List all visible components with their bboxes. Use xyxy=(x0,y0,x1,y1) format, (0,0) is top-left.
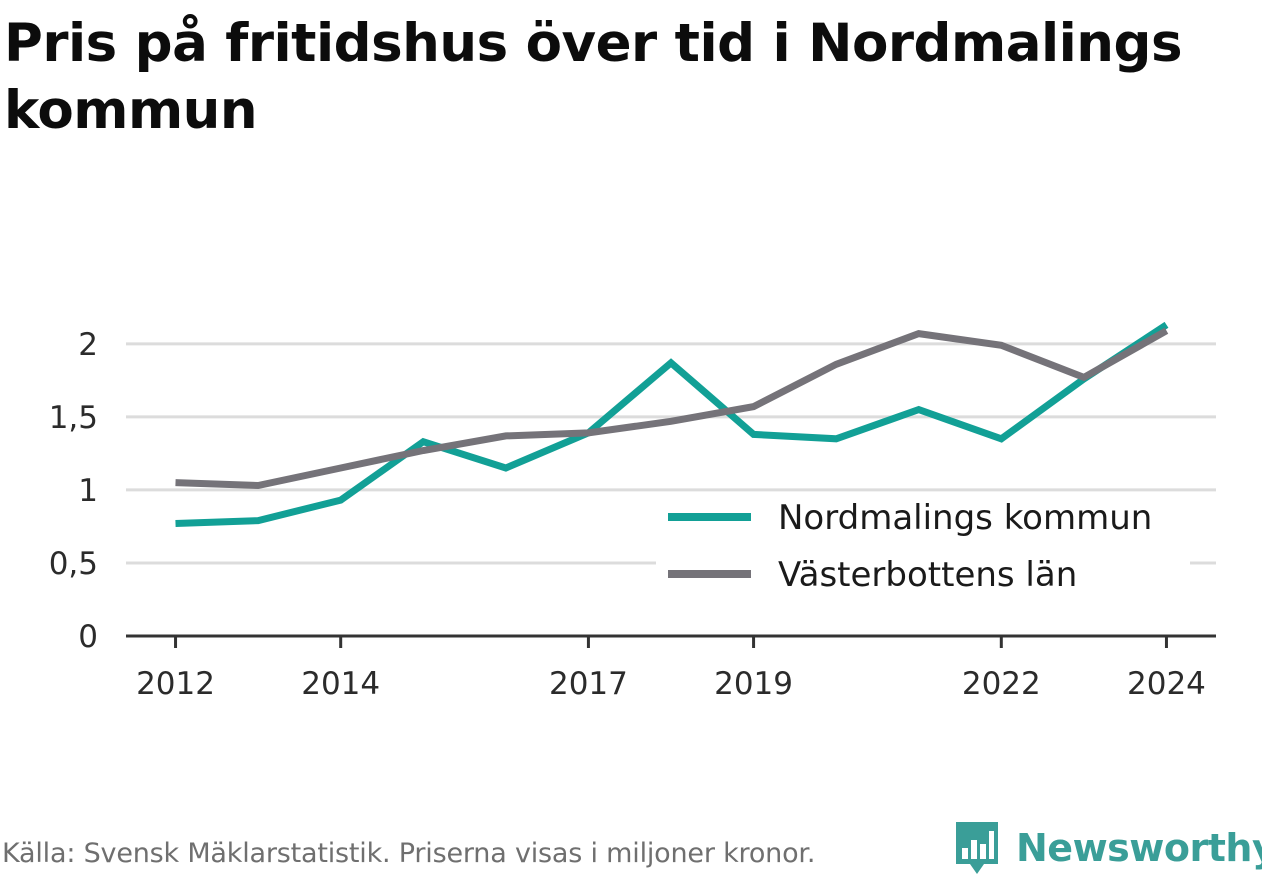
legend-label: Nordmalings kommun xyxy=(778,498,1152,538)
series-lines xyxy=(175,321,1169,527)
y-tick-label: 0,5 xyxy=(49,546,98,582)
bar-chart-speech-bubble-icon xyxy=(956,822,998,874)
y-axis-tick-labels: 0 0,5 1 1,5 2 xyxy=(49,327,98,655)
chart-title: Pris på fritidshus över tid i Nordmaling… xyxy=(4,13,1183,141)
x-tick-label: 2019 xyxy=(714,666,793,702)
legend: Nordmalings kommun Västerbottens län xyxy=(656,495,1190,607)
series-line xyxy=(175,321,1169,527)
x-tick-label: 2012 xyxy=(136,666,215,702)
x-axis: 2012 2014 2017 2019 2022 2024 xyxy=(126,634,1216,702)
y-tick-label: 2 xyxy=(78,327,98,363)
x-tick-label: 2024 xyxy=(1127,666,1206,702)
y-tick-label: 1 xyxy=(78,473,98,509)
series-line xyxy=(175,327,1169,490)
y-tick-label: 0 xyxy=(78,619,98,655)
legend-label: Västerbottens län xyxy=(778,555,1077,595)
x-tick-label: 2014 xyxy=(301,666,380,702)
x-tick-label: 2022 xyxy=(962,666,1041,702)
brand-name: Newsworthy xyxy=(1016,826,1262,870)
y-tick-label: 1,5 xyxy=(49,400,98,436)
newsworthy-logo[interactable]: Newsworthy xyxy=(952,818,1262,878)
x-tick-label: 2017 xyxy=(549,666,628,702)
source-note: Källa: Svensk Mäklarstatistik. Priserna … xyxy=(2,838,816,869)
